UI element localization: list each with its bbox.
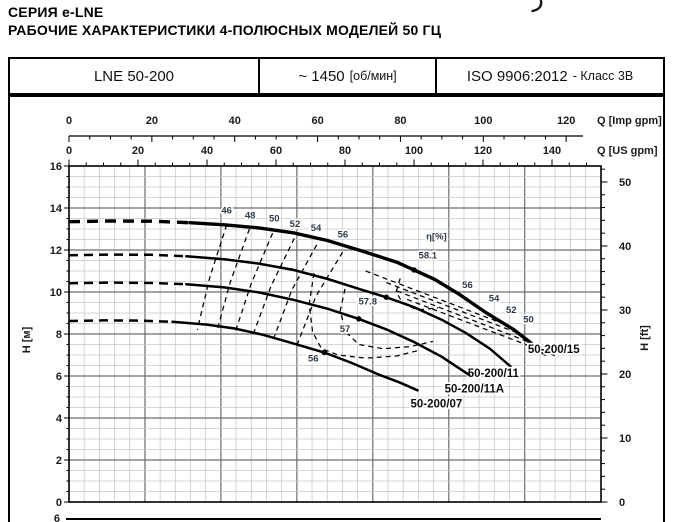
efficiency-label-56: 56: [338, 229, 349, 240]
pump-curve-50-200/07: [171, 320, 419, 392]
bep-point-50-200/11: [383, 294, 390, 300]
pump-curve-dashed-50-200/07: [68, 319, 173, 324]
pump-speed: ~ 1450: [298, 67, 345, 85]
imp-axis-tick-label: 100: [474, 115, 492, 127]
imp-axis-tick-label: 40: [229, 115, 241, 127]
efficiency-label-52: 52: [506, 305, 517, 316]
h-m-tick-label: 2: [56, 455, 62, 467]
pump-curve-dashed-50-200/11: [68, 253, 187, 258]
chart-frame: [8, 95, 665, 522]
next-panel-tick-label: 6: [54, 513, 60, 522]
efficiency-label-50: 50: [523, 314, 534, 325]
us-axis-tick-label: 140: [543, 145, 561, 157]
efficiency-contour-56: [365, 270, 504, 325]
imp-axis-tick-label: 80: [394, 115, 406, 127]
efficiency-island-57: [308, 273, 422, 359]
us-axis-tick-label: 100: [405, 145, 423, 157]
header-cell-model: LNE 50-200: [10, 59, 260, 93]
us-axis-tick-label: 120: [474, 145, 492, 157]
header-cell-standard: ISO 9906:2012 - Класс 3В: [437, 59, 663, 93]
efficiency-contour-50: [234, 232, 274, 335]
h-ft-tick-label: 40: [619, 241, 631, 253]
efficiency-label-46: 46: [221, 205, 232, 216]
h-ft-tick-label: 0: [619, 497, 625, 509]
h-m-tick-label: 6: [56, 371, 62, 383]
imp-axis-tick-label: 20: [146, 115, 158, 127]
efficiency-contour-56: [295, 251, 344, 348]
us-axis-tick-label: 20: [132, 145, 144, 157]
us-axis-tick-label: 60: [270, 145, 282, 157]
h-ft-tick-label: 20: [619, 369, 631, 381]
h-ft-tick-label: 10: [619, 433, 631, 445]
h-m-tick-label: 0: [56, 497, 62, 509]
h-m-tick-label: 12: [50, 245, 62, 257]
efficiency-label-54: 54: [311, 223, 322, 234]
efficiency-label-52: 52: [290, 219, 301, 230]
efficiency-island-57.8: [339, 288, 434, 350]
bep-point-50-200/15: [411, 267, 417, 273]
bep-point-50-200/07: [321, 349, 327, 356]
bep-efficiency-label-57.8: 57.8: [359, 297, 378, 308]
imp-axis-tick-label: 0: [66, 115, 72, 127]
us-axis-tick-label: 0: [66, 145, 72, 157]
efficiency-label-50: 50: [269, 214, 280, 225]
h-m-axis-title: H [м]: [21, 326, 33, 353]
bep-efficiency-label-58.1: 58.1: [419, 250, 438, 261]
efficiency-label-56: 56: [462, 280, 473, 291]
efficiency-contour-48: [216, 228, 250, 333]
bep-efficiency-label-56: 56: [308, 354, 319, 365]
imp-axis-tick-label: 120: [557, 115, 575, 127]
pump-speed-unit: [об/мин]: [349, 69, 397, 83]
top-right-cutoff-glyph: [531, 0, 543, 13]
efficiency-label-48: 48: [245, 211, 256, 222]
series-title: СЕРИЯ e-LNE: [8, 4, 104, 20]
curve-label-50-200/11A: 50-200/11A: [445, 383, 504, 395]
h-m-tick-label: 4: [56, 413, 63, 425]
imp-axis-tick-label: 60: [311, 115, 323, 127]
h-m-tick-label: 14: [50, 203, 63, 215]
h-m-tick-label: 10: [50, 287, 62, 299]
efficiency-contour-50: [406, 298, 560, 358]
h-ft-tick-label: 50: [619, 177, 631, 189]
iso-class: - Класс 3В: [572, 69, 634, 83]
efficiency-contour-52: [396, 290, 542, 348]
efficiency-contour-46: [196, 224, 228, 330]
header-cell-speed: ~ 1450 [об/мин]: [260, 59, 437, 93]
efficiency-contour-54: [386, 282, 518, 334]
us-axis-tick-label: 40: [201, 145, 213, 157]
efficiency-label-54: 54: [489, 293, 500, 304]
us-axis-title: Q [US gpm]: [597, 145, 658, 157]
h-ft-tick-label: 30: [619, 305, 631, 317]
curve-label-50-200/07: 50-200/07: [411, 399, 463, 411]
iso-standard: ISO 9906:2012: [466, 67, 568, 85]
us-axis-tick-label: 80: [339, 145, 351, 157]
curve-label-50-200/15: 50-200/15: [528, 344, 580, 356]
pump-model: LNE 50-200: [93, 67, 175, 85]
efficiency-contour-52: [251, 238, 295, 337]
h-m-tick-label: 16: [50, 161, 62, 173]
efficiency-contour-54: [272, 244, 318, 342]
header-table: LNE 50-200 ~ 1450 [об/мин] ISO 9906:2012…: [8, 57, 665, 95]
bep-point-50-200/11A: [356, 316, 362, 322]
imp-axis-title: Q [Imp gpm]: [597, 115, 662, 127]
pump-curve-dashed-50-200/15: [68, 219, 190, 225]
pump-curve-dashed-50-200/11A: [68, 281, 187, 286]
pump-curve-50-200/11: [185, 255, 512, 368]
page-subtitle: РАБОЧИЕ ХАРАКТЕРИСТИКИ 4-ПОЛЮСНЫХ МОДЕЛЕ…: [8, 22, 442, 38]
efficiency-axis-label: η[%]: [426, 232, 447, 243]
bep-efficiency-label-57: 57: [340, 324, 351, 335]
pump-curve-50-200/11A: [185, 282, 471, 377]
curve-label-50-200/11: 50-200/11: [468, 368, 520, 380]
efficiency-island-58.1: [395, 278, 439, 311]
h-ft-axis-title: H [ft]: [639, 325, 651, 351]
pump-curve-50-200/15: [188, 221, 547, 356]
h-m-tick-label: 8: [56, 329, 62, 341]
